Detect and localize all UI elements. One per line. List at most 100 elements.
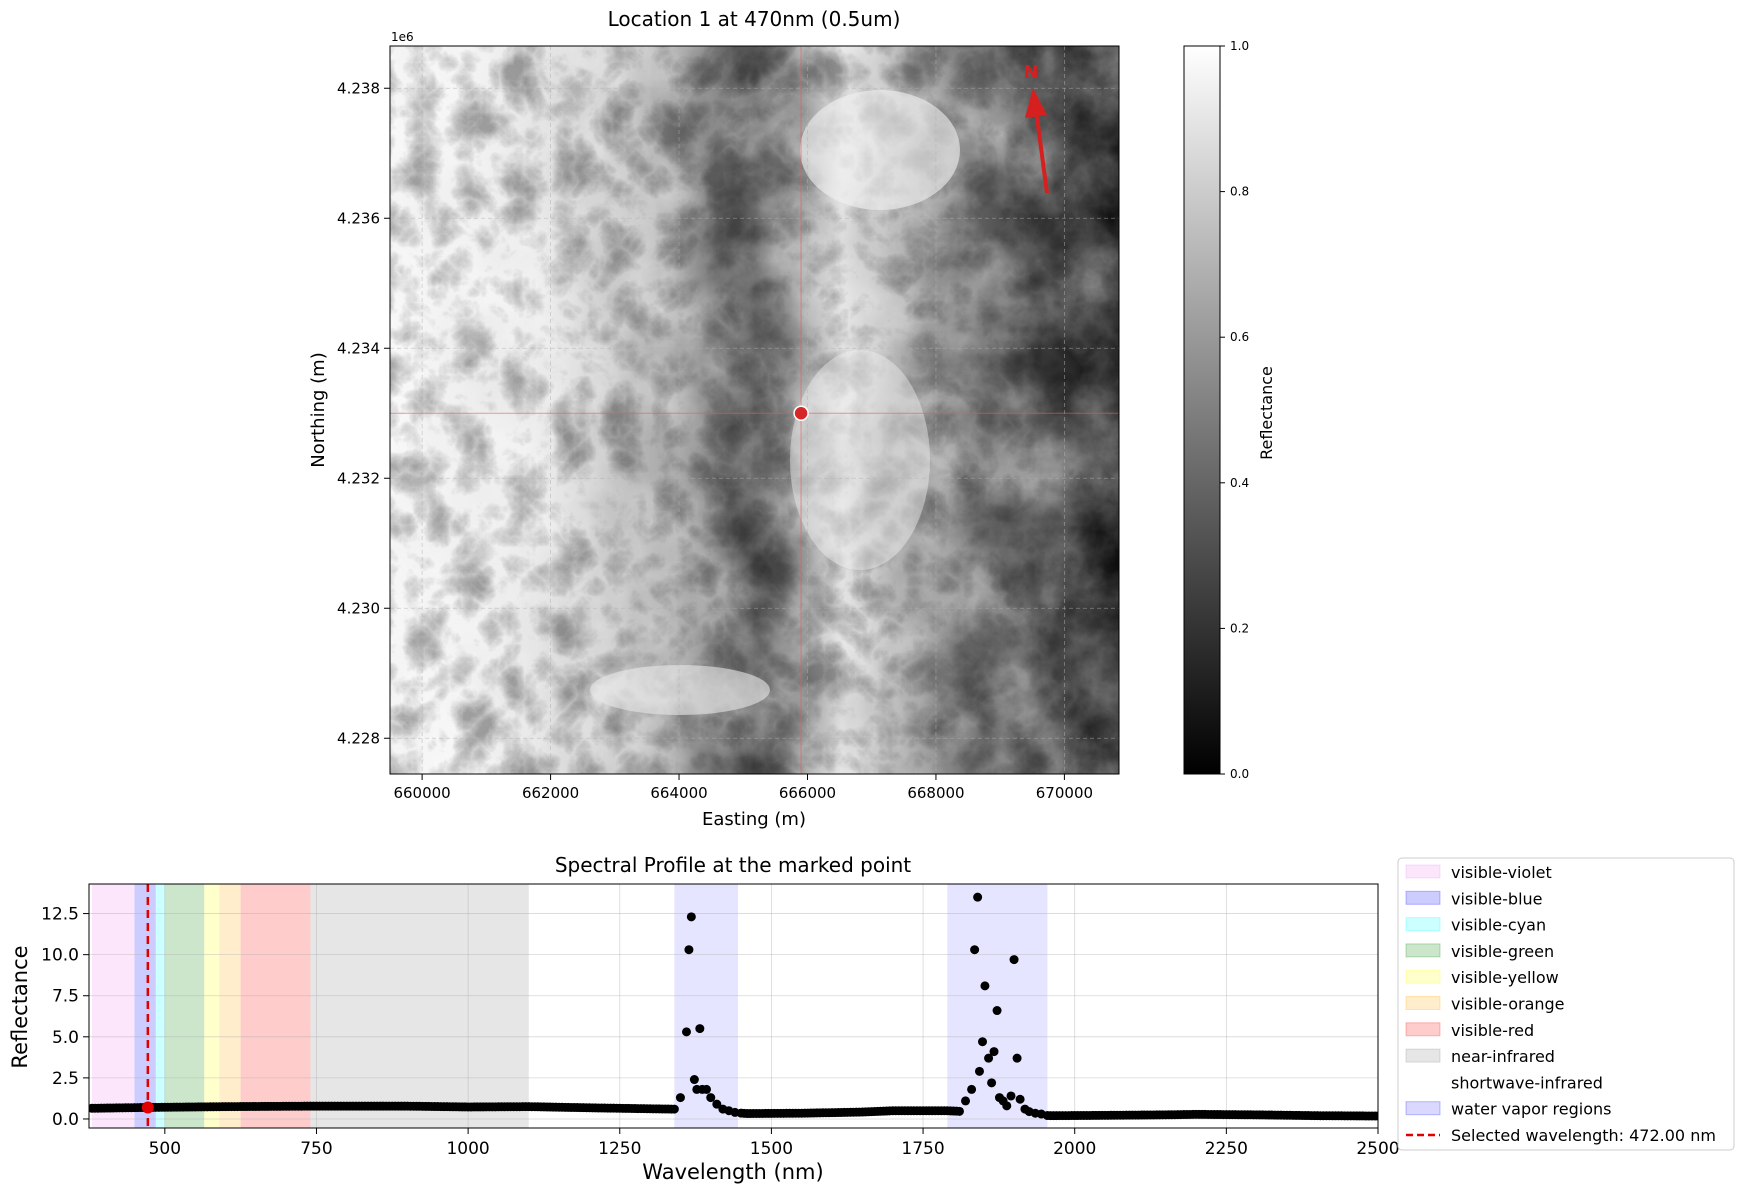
legend-label: visible-yellow xyxy=(1451,968,1559,987)
legend-label: visible-orange xyxy=(1451,995,1565,1014)
spectral-point xyxy=(989,1047,999,1057)
region-visible-orange xyxy=(219,884,241,1128)
spectral-point xyxy=(984,1053,994,1063)
legend-label: water vapor regions xyxy=(1451,1100,1612,1119)
spectral-point xyxy=(1006,1091,1016,1101)
spectral-point xyxy=(978,1037,988,1047)
spectral-point xyxy=(675,1093,685,1103)
legend-label: Selected wavelength: 472.00 nm xyxy=(1451,1126,1716,1145)
colorbar-tick-label: 0.8 xyxy=(1230,185,1249,199)
spectral-point xyxy=(961,1096,971,1106)
spectral-x-tick-label: 2000 xyxy=(1053,1139,1096,1159)
spectral-x-tick-label: 1000 xyxy=(446,1139,489,1159)
spectral-point xyxy=(1002,1101,1012,1111)
region-visible-red xyxy=(240,884,311,1128)
region-visible-violet xyxy=(92,884,135,1128)
legend-label: visible-cyan xyxy=(1451,916,1546,935)
region-water-vapor-regions xyxy=(947,884,1048,1128)
spectral-regions xyxy=(92,884,1378,1128)
spectral-point xyxy=(973,892,983,902)
region-visible-yellow xyxy=(204,884,220,1128)
map-x-ticks: 660000 662000 664000 666000 668000 670000 xyxy=(393,774,1093,802)
map-panel: Location 1 at 470nm (0.5um) 660000 662000… xyxy=(308,7,1120,830)
region-shortwave-infrared xyxy=(528,884,1378,1128)
colorbar-tick-label: 0.0 xyxy=(1230,767,1249,781)
colorbar-tick-label: 0.6 xyxy=(1230,330,1249,344)
map-y-tick-label: 4.236 xyxy=(337,209,380,227)
spectral-point xyxy=(1036,1109,1046,1119)
colorbar: 0.0 0.2 0.4 0.6 0.8 1.0 Reflectance xyxy=(1183,39,1276,781)
spectral-y-tick-label: 0.0 xyxy=(52,1110,79,1130)
legend-swatch xyxy=(1405,890,1441,905)
legend-swatch xyxy=(1405,1101,1441,1116)
map-y-axis-label: Northing (m) xyxy=(308,352,329,467)
map-y-tick-label: 4.238 xyxy=(337,79,380,97)
legend-swatch xyxy=(1405,917,1441,932)
legend-label: visible-green xyxy=(1451,942,1554,961)
spectral-point xyxy=(686,912,696,922)
map-x-tick-label: 660000 xyxy=(393,784,450,802)
spectral-y-ticks: 0.0 2.5 5.0 7.5 10.0 12.5 xyxy=(41,905,89,1130)
north-arrow-label: N xyxy=(1023,62,1038,83)
map-x-tick-label: 668000 xyxy=(907,784,964,802)
region-near-infrared xyxy=(310,884,529,1128)
spectral-x-ticks: 500 750 1000 1250 1500 1750 2000 2250 2500 xyxy=(149,1128,1400,1159)
spectral-point xyxy=(712,1099,722,1109)
spectral-point xyxy=(987,1078,997,1088)
spectral-x-tick-label: 2500 xyxy=(1356,1139,1399,1159)
spectral-y-axis-label: Reflectance xyxy=(8,945,32,1068)
map-x-tick-label: 666000 xyxy=(779,784,836,802)
spectral-panel: Spectral Profile at the marked point 500… xyxy=(8,853,1400,1184)
map-x-tick-label: 670000 xyxy=(1036,784,1093,802)
north-arrow: N xyxy=(1023,62,1049,194)
map-y-tick-label: 4.232 xyxy=(337,469,380,487)
spectral-x-axis-label: Wavelength (nm) xyxy=(642,1160,823,1184)
spectral-x-tick-label: 2250 xyxy=(1205,1139,1248,1159)
legend-swatch xyxy=(1405,864,1441,879)
spectral-point xyxy=(954,1106,964,1116)
map-frame xyxy=(389,45,1120,775)
spectral-point xyxy=(974,1066,984,1076)
spectral-point xyxy=(669,1104,679,1114)
spectral-point xyxy=(730,1107,740,1117)
spectral-point xyxy=(1009,955,1019,965)
legend-swatch xyxy=(1405,943,1441,958)
map-y-tick-label: 4.234 xyxy=(337,339,380,357)
selected-wavelength-point xyxy=(141,1101,154,1114)
spectral-points xyxy=(89,892,1378,1121)
legend-swatch xyxy=(1405,1074,1441,1089)
legend-label: near-infrared xyxy=(1451,1047,1555,1066)
spectral-point xyxy=(684,945,694,955)
spectral-x-tick-label: 750 xyxy=(300,1139,332,1159)
map-title: Location 1 at 470nm (0.5um) xyxy=(608,7,901,31)
spectral-point xyxy=(1373,1111,1378,1121)
map-x-axis-label: Easting (m) xyxy=(702,809,806,830)
spectral-point xyxy=(706,1093,716,1103)
legend-swatch xyxy=(1405,1022,1441,1037)
spectral-point xyxy=(1015,1094,1025,1104)
spectral-x-tick-label: 500 xyxy=(149,1139,181,1159)
spectral-y-tick-label: 10.0 xyxy=(41,946,79,966)
map-y-offset-label: 1e6 xyxy=(391,30,414,44)
colorbar-tick-label: 0.2 xyxy=(1230,621,1249,635)
map-x-tick-label: 662000 xyxy=(522,784,579,802)
spectral-point xyxy=(695,1024,705,1034)
spectral-point xyxy=(1012,1053,1022,1063)
region-visible-blue xyxy=(134,884,156,1128)
spectral-point xyxy=(681,1027,691,1037)
colorbar-label: Reflectance xyxy=(1257,366,1276,460)
spectral-y-tick-label: 5.0 xyxy=(52,1028,79,1048)
map-y-ticks: 4.228 4.230 4.232 4.234 4.236 4.238 xyxy=(337,79,390,747)
region-visible-green xyxy=(164,884,205,1128)
region-visible-cyan xyxy=(155,884,165,1128)
spectral-y-tick-label: 7.5 xyxy=(52,987,79,1007)
reflectance-image xyxy=(390,46,1119,774)
spectral-grid xyxy=(89,884,1378,1128)
colorbar-ticks: 0.0 0.2 0.4 0.6 0.8 1.0 xyxy=(1220,39,1249,781)
map-y-tick-label: 4.228 xyxy=(337,729,380,747)
legend-label: visible-violet xyxy=(1451,863,1552,882)
map-x-tick-label: 664000 xyxy=(650,784,707,802)
spectral-point xyxy=(980,981,990,991)
spectral-point xyxy=(992,1006,1002,1016)
